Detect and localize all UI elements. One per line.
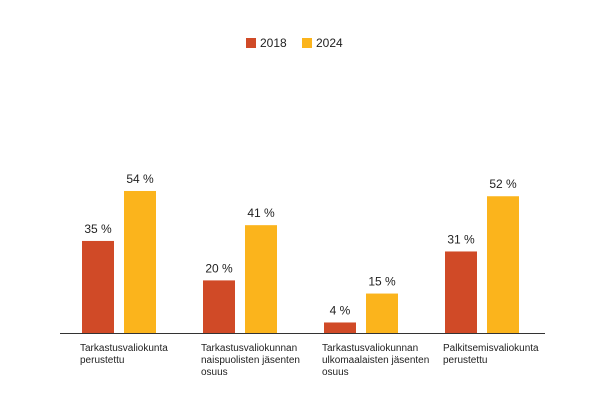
value-label-2024-2: 41 % <box>247 206 275 220</box>
category-label-line: Tarkastusvaliokunnan <box>201 343 297 354</box>
bar-2024-3 <box>366 293 398 333</box>
bar-2018-1 <box>82 240 114 333</box>
value-label-2018-1: 35 % <box>84 222 112 236</box>
value-label-2018-4: 31 % <box>447 232 475 246</box>
category-label-line: ulkomaalaisten jäsenten <box>322 355 429 366</box>
category-label-line: osuus <box>201 367 228 378</box>
bar-2018-2 <box>203 280 235 333</box>
value-label-2024-4: 52 % <box>489 177 517 191</box>
category-label-line: perustettu <box>443 355 487 366</box>
category-label-4: Palkitsemisvaliokunta perustettu <box>443 343 539 366</box>
value-label-2024-1: 54 % <box>126 172 154 186</box>
category-label-line: Tarkastusvaliokunnan <box>322 343 418 354</box>
legend-swatch-2018 <box>246 38 256 48</box>
legend: 2018 2024 <box>246 36 343 50</box>
category-label-line: osuus <box>322 367 349 378</box>
category-labels: Tarkastusvaliokunta perustettuTarkastusva… <box>80 343 539 378</box>
legend-label-2024: 2024 <box>316 36 343 50</box>
category-label-line: Tarkastusvaliokunta <box>80 343 168 354</box>
bars <box>82 190 519 333</box>
category-label-1: Tarkastusvaliokunta perustettu <box>80 343 168 366</box>
bar-2018-3 <box>324 322 356 333</box>
value-label-2018-2: 20 % <box>205 261 233 275</box>
category-label-line: Palkitsemisvaliokunta <box>443 343 539 354</box>
value-label-2018-3: 4 % <box>330 303 351 317</box>
value-labels: 35 % 54 % 20 % 41 % 4 % 15 % 31 % 52 % <box>84 172 517 318</box>
bar-2024-4 <box>487 196 519 333</box>
bar-2024-2 <box>245 225 277 333</box>
legend-label-2018: 2018 <box>260 36 287 50</box>
value-label-2024-3: 15 % <box>368 275 396 289</box>
bar-2024-1 <box>124 190 156 333</box>
legend-swatch-2024 <box>302 38 312 48</box>
category-label-2: Tarkastusvaliokunnan naispuolisten jäsent… <box>201 343 300 378</box>
category-label-3: Tarkastusvaliokunnan ulkomaalaisten jäsen… <box>322 343 429 378</box>
bar-2018-4 <box>445 251 477 333</box>
category-label-line: perustettu <box>80 355 124 366</box>
category-label-line: naispuolisten jäsenten <box>201 355 300 366</box>
